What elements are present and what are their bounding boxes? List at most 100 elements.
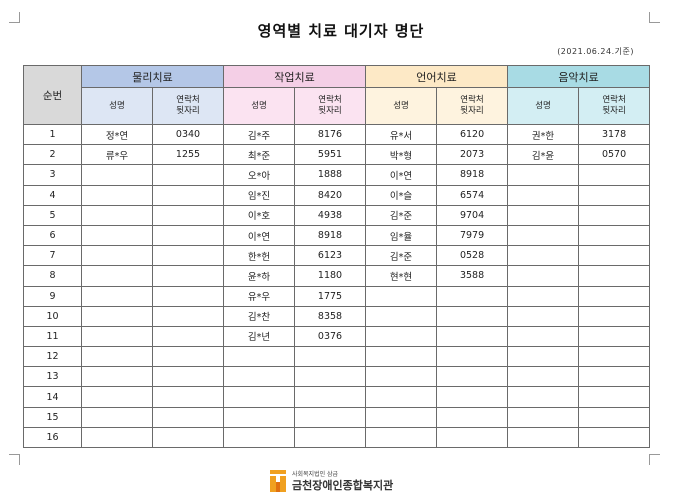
contact-header-line1: 연락처 — [602, 95, 626, 105]
occupational-name-cell — [223, 366, 296, 388]
physical-contact-cell — [151, 224, 225, 247]
contact-column-header: 연락처 뒷자리 — [151, 87, 225, 125]
music-contact-cell — [578, 366, 651, 388]
row-number-cell: 7 — [23, 245, 82, 267]
table-row: 12 — [23, 346, 651, 368]
language-contact-cell — [436, 366, 509, 388]
occupational-name-cell — [223, 406, 296, 428]
language-name-cell: 김*준 — [365, 204, 438, 226]
language-contact-cell: 7979 — [436, 224, 509, 247]
table-row: 11 김*년 0376 — [23, 325, 651, 348]
physical-name-cell — [81, 204, 153, 226]
row-number-cell: 9 — [23, 285, 82, 307]
music-contact-cell — [578, 426, 651, 449]
contact-header-line2: 뒷자리 — [602, 106, 626, 116]
occupational-contact-cell: 8176 — [294, 123, 367, 146]
occupational-contact-cell — [294, 366, 367, 388]
occupational-contact-cell — [294, 426, 367, 449]
table-row: 13 — [23, 366, 651, 388]
org-small-text: 사회복지법인 삼급 — [292, 470, 339, 478]
language-name-cell: 박*형 — [365, 144, 438, 166]
table-row: 16 — [23, 426, 651, 449]
contact-header-line1: 연락처 — [460, 95, 484, 105]
document-title: 영역별 치료 대기자 명단 — [257, 22, 425, 40]
table-row: 5 이*호 4938 김*준 9704 — [23, 204, 651, 226]
row-number-cell: 6 — [23, 224, 82, 247]
language-name-cell — [365, 325, 438, 348]
row-number-cell: 2 — [23, 144, 82, 166]
music-contact-cell — [578, 346, 651, 368]
occupational-contact-cell: 8358 — [294, 305, 367, 327]
music-name-cell — [507, 386, 580, 408]
physical-name-cell — [81, 346, 153, 368]
physical-contact-cell — [151, 285, 225, 307]
music-contact-cell — [578, 325, 651, 348]
occupational-name-cell — [223, 346, 296, 368]
occupational-name-cell: 윤*하 — [223, 265, 296, 287]
occupational-contact-cell: 8420 — [294, 184, 367, 206]
occupational-contact-cell: 6123 — [294, 245, 367, 267]
table-row: 4 임*진 8420 이*슬 6574 — [23, 184, 651, 206]
physical-contact-cell — [151, 245, 225, 267]
table-row: 14 — [23, 386, 651, 408]
language-contact-cell — [436, 325, 509, 348]
music-name-cell — [507, 265, 580, 287]
name-column-header: 성명 — [81, 87, 153, 125]
contact-column-header: 연락처 뒷자리 — [578, 87, 651, 125]
physical-name-cell — [81, 366, 153, 388]
physical-contact-cell — [151, 346, 225, 368]
physical-name-cell — [81, 224, 153, 247]
physical-name-cell — [81, 305, 153, 327]
music-contact-cell — [578, 406, 651, 428]
music-name-cell — [507, 406, 580, 428]
language-contact-cell — [436, 285, 509, 307]
occupational-name-cell: 이*연 — [223, 224, 296, 247]
occupational-contact-cell — [294, 346, 367, 368]
language-contact-cell: 8918 — [436, 164, 509, 186]
occupational-name-cell: 이*호 — [223, 204, 296, 226]
music-contact-cell — [578, 245, 651, 267]
row-number-cell: 15 — [23, 406, 82, 428]
table-row: 9 유*우 1775 — [23, 285, 651, 307]
contact-header-line2: 뒷자리 — [460, 106, 484, 116]
group-header-music: 음악치료 — [507, 65, 651, 88]
music-contact-cell — [578, 204, 651, 226]
language-contact-cell: 9704 — [436, 204, 509, 226]
contact-header-line2: 뒷자리 — [318, 106, 342, 116]
occupational-contact-cell: 4938 — [294, 204, 367, 226]
language-contact-cell: 6574 — [436, 184, 509, 206]
language-name-cell: 현*현 — [365, 265, 438, 287]
language-contact-cell — [436, 305, 509, 327]
occupational-name-cell: 김*찬 — [223, 305, 296, 327]
occupational-contact-cell — [294, 386, 367, 408]
music-name-cell — [507, 164, 580, 186]
name-column-header: 성명 — [223, 87, 296, 125]
music-name-cell — [507, 184, 580, 206]
language-contact-cell: 0528 — [436, 245, 509, 267]
music-contact-cell — [578, 305, 651, 327]
occupational-contact-cell: 1775 — [294, 285, 367, 307]
table-row: 3 오*아 1888 이*연 8918 — [23, 164, 651, 186]
music-name-cell — [507, 204, 580, 226]
music-name-cell — [507, 325, 580, 348]
row-number-cell: 8 — [23, 265, 82, 287]
physical-name-cell — [81, 386, 153, 408]
contact-header-line1: 연락처 — [176, 95, 200, 105]
music-name-cell — [507, 426, 580, 449]
row-number-cell: 11 — [23, 325, 82, 348]
physical-contact-cell — [151, 325, 225, 348]
language-name-cell: 김*준 — [365, 245, 438, 267]
language-name-cell: 이*슬 — [365, 184, 438, 206]
occupational-name-cell: 김*년 — [223, 325, 296, 348]
language-name-cell — [365, 366, 438, 388]
physical-name-cell — [81, 325, 153, 348]
language-contact-cell — [436, 426, 509, 449]
row-number-cell: 3 — [23, 164, 82, 186]
table-row: 10 김*찬 8358 — [23, 305, 651, 327]
physical-name-cell — [81, 285, 153, 307]
contact-header-line2: 뒷자리 — [176, 106, 200, 116]
music-contact-cell — [578, 265, 651, 287]
language-name-cell: 임*율 — [365, 224, 438, 247]
physical-name-cell — [81, 406, 153, 428]
occupational-contact-cell: 5951 — [294, 144, 367, 166]
